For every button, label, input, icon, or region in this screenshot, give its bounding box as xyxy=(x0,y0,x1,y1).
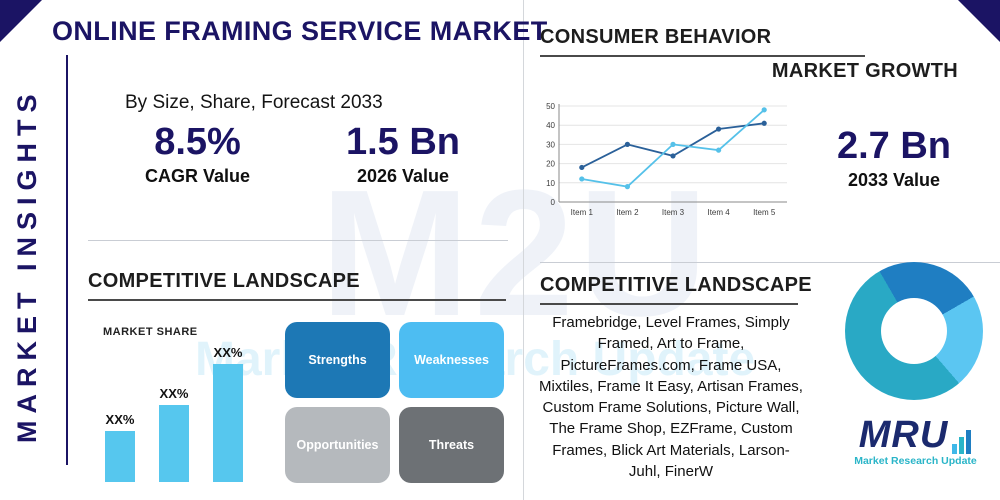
bar-chart-title: MARKET SHARE xyxy=(103,326,198,338)
heading-underline-consumer-behavior xyxy=(540,55,865,57)
bar-value-label: XX% xyxy=(213,345,243,360)
watermark-logo-text: M2U xyxy=(320,153,713,354)
page-title: ONLINE FRAMING SERVICE MARKET xyxy=(52,16,548,46)
swot-grid: Strengths Weaknesses Opportunities Threa… xyxy=(285,322,504,483)
stat-2033-label: 2033 Value xyxy=(847,169,941,190)
svg-text:0: 0 xyxy=(551,198,556,207)
swot-opportunities: Opportunities xyxy=(285,407,390,483)
corner-triangle-top-right xyxy=(958,0,1000,42)
svg-text:Item 2: Item 2 xyxy=(616,208,639,217)
svg-text:20: 20 xyxy=(546,160,555,169)
svg-text:Item 5: Item 5 xyxy=(753,208,776,217)
market-growth-line-chart: 0 10 20 30 40 50 Item 1 Item 2 Item 3 Item 4 Item … xyxy=(546,102,787,217)
sidebar-accent-line xyxy=(66,55,68,465)
stat-cagr-value: 8.5% xyxy=(154,121,241,163)
heading-underline-right xyxy=(540,303,798,305)
stat-2026-label: 2026 Value xyxy=(356,165,450,186)
bar-column: XX% xyxy=(105,412,135,482)
swot-threats: Threats xyxy=(399,407,504,483)
logo-bars-icon xyxy=(952,430,972,454)
heading-underline-left xyxy=(88,299,506,301)
bar-column: XX% xyxy=(159,386,189,482)
bar xyxy=(105,431,135,482)
heading-consumer-behavior: CONSUMER BEHAVIOR xyxy=(540,26,772,48)
donut-chart xyxy=(845,262,983,400)
svg-text:40: 40 xyxy=(546,121,555,130)
mru-logo: MRU Market Research Update xyxy=(838,416,993,467)
bar xyxy=(159,405,189,482)
svg-text:10: 10 xyxy=(546,179,555,188)
market-share-bar-chart: XX% XX% XX% xyxy=(105,343,243,482)
corner-triangle-top-left xyxy=(0,0,42,42)
bar-value-label: XX% xyxy=(105,412,135,427)
stat-cagr: 8.5% CAGR Value xyxy=(115,121,280,187)
page-subtitle: By Size, Share, Forecast 2033 xyxy=(125,92,383,113)
swot-weaknesses: Weaknesses xyxy=(399,322,504,398)
logo-text: MRU xyxy=(858,414,949,456)
stat-2033: 2.7 Bn 2033 Value xyxy=(798,125,990,191)
horizontal-divider-right xyxy=(540,262,1000,263)
svg-text:Item 4: Item 4 xyxy=(707,208,730,217)
bar-column: XX% xyxy=(213,345,243,482)
svg-text:Item 1: Item 1 xyxy=(571,208,594,217)
vertical-divider xyxy=(523,0,524,500)
stat-2026-value: 1.5 Bn xyxy=(345,121,461,163)
logo-tagline: Market Research Update xyxy=(854,455,977,467)
sidebar-vertical-title: MARKET INSIGHTS xyxy=(12,87,42,443)
stat-2033-value: 2.7 Bn xyxy=(836,125,952,167)
heading-market-growth: MARKET GROWTH xyxy=(771,60,958,82)
svg-text:30: 30 xyxy=(546,140,555,149)
bar-value-label: XX% xyxy=(159,386,189,401)
company-list: Framebridge, Level Frames, Simply Framed… xyxy=(539,314,803,481)
svg-text:50: 50 xyxy=(546,102,555,111)
horizontal-divider-left xyxy=(88,240,508,241)
bar xyxy=(213,364,243,482)
stat-cagr-label: CAGR Value xyxy=(144,165,251,186)
heading-competitive-landscape-right: COMPETITIVE LANDSCAPE xyxy=(540,274,812,296)
swot-strengths: Strengths xyxy=(285,322,390,398)
stat-2026: 1.5 Bn 2026 Value xyxy=(318,121,488,187)
heading-competitive-landscape-left: COMPETITIVE LANDSCAPE xyxy=(88,270,360,292)
svg-text:Item 3: Item 3 xyxy=(662,208,685,217)
